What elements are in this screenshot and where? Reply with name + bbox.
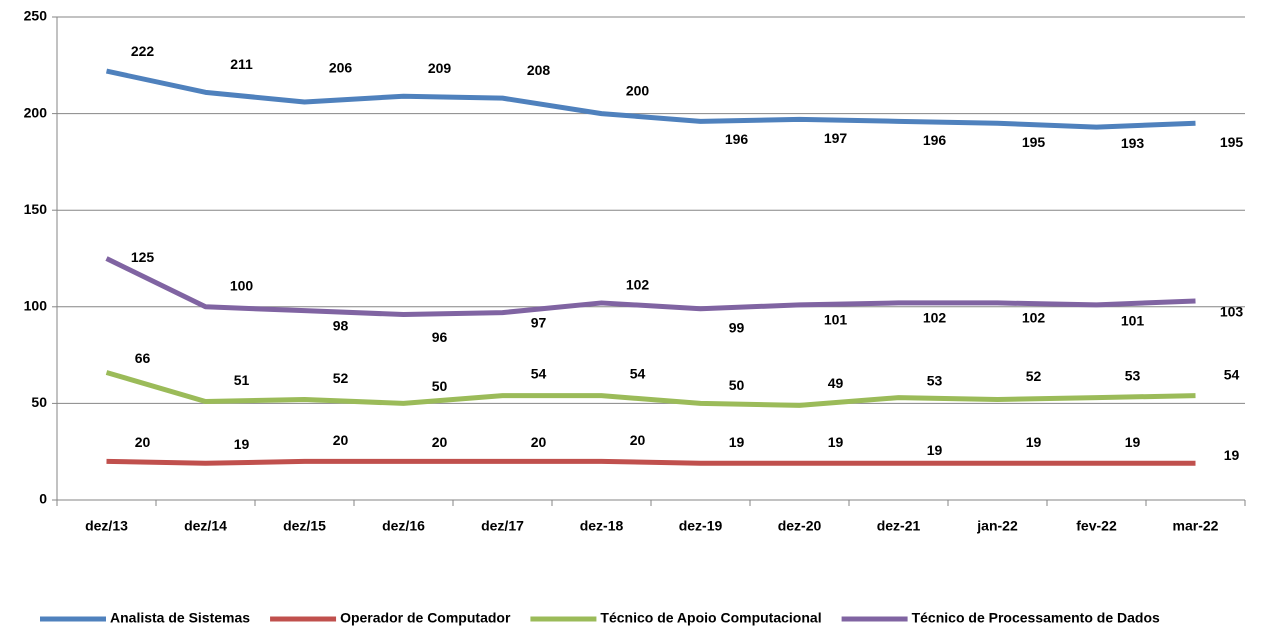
data-label: 196 xyxy=(725,131,749,147)
data-label: 19 xyxy=(1224,447,1240,463)
y-tick-label: 0 xyxy=(39,491,47,507)
data-label: 50 xyxy=(729,377,745,393)
data-label: 102 xyxy=(1022,310,1046,326)
legend-label: Técnico de Apoio Computacional xyxy=(600,610,821,626)
data-label: 19 xyxy=(729,434,745,450)
data-label: 208 xyxy=(527,62,551,78)
data-label: 66 xyxy=(135,350,151,366)
x-tick-label: dez/17 xyxy=(481,518,524,534)
data-label: 50 xyxy=(432,378,448,394)
data-label: 19 xyxy=(234,436,250,452)
data-label: 20 xyxy=(135,434,151,450)
data-label: 102 xyxy=(626,277,650,293)
data-label: 49 xyxy=(828,375,844,391)
y-tick-label: 150 xyxy=(24,201,48,217)
data-label: 222 xyxy=(131,43,155,59)
data-label: 53 xyxy=(927,372,943,388)
data-label: 99 xyxy=(729,319,745,335)
data-label: 196 xyxy=(923,132,947,148)
data-label: 211 xyxy=(230,56,253,72)
data-label: 197 xyxy=(824,130,848,146)
legend-label: Operador de Computador xyxy=(340,610,511,626)
series-line xyxy=(105,370,1196,408)
data-label: 102 xyxy=(923,310,947,326)
series-line xyxy=(105,256,1196,318)
data-label: 54 xyxy=(1224,366,1240,382)
x-tick-label: dez-20 xyxy=(778,518,822,534)
data-label: 96 xyxy=(432,329,448,345)
data-label: 195 xyxy=(1220,134,1244,150)
x-tick-label: dez/13 xyxy=(85,518,128,534)
data-label: 98 xyxy=(333,317,349,333)
y-tick-label: 200 xyxy=(24,104,48,120)
x-tick-label: dez-18 xyxy=(580,518,624,534)
data-label: 101 xyxy=(1121,313,1145,329)
data-label: 19 xyxy=(828,434,844,450)
series-line xyxy=(106,458,1196,466)
y-tick-label: 100 xyxy=(24,298,48,314)
y-tick-label: 250 xyxy=(24,8,48,24)
data-label: 209 xyxy=(428,60,452,76)
data-label: 103 xyxy=(1220,304,1244,320)
data-label: 195 xyxy=(1022,134,1046,150)
x-tick-label: jan-22 xyxy=(976,518,1018,534)
data-label: 54 xyxy=(531,365,547,381)
x-tick-label: dez/16 xyxy=(382,518,425,534)
data-label: 20 xyxy=(432,434,448,450)
data-label: 100 xyxy=(230,278,254,294)
data-label: 206 xyxy=(329,60,353,76)
x-tick-label: dez/14 xyxy=(184,518,227,534)
data-label: 52 xyxy=(333,370,349,386)
legend-label: Analista de Sistemas xyxy=(110,610,250,626)
data-label: 54 xyxy=(630,365,646,381)
data-label: 19 xyxy=(927,442,943,458)
x-tick-label: dez-19 xyxy=(679,518,723,534)
data-label: 52 xyxy=(1026,368,1042,384)
data-label: 101 xyxy=(824,312,848,328)
x-tick-label: mar-22 xyxy=(1173,518,1219,534)
data-label: 20 xyxy=(630,432,646,448)
y-tick-label: 50 xyxy=(31,394,47,410)
data-label: 51 xyxy=(234,372,250,388)
data-label: 20 xyxy=(333,432,349,448)
data-label: 97 xyxy=(531,314,547,330)
data-label: 20 xyxy=(531,434,547,450)
data-label: 125 xyxy=(131,249,155,265)
data-label: 53 xyxy=(1125,367,1141,383)
x-tick-label: fev-22 xyxy=(1076,518,1117,534)
x-tick-label: dez/15 xyxy=(283,518,326,534)
data-label: 200 xyxy=(626,82,650,98)
legend-label: Técnico de Processamento de Dados xyxy=(912,610,1160,626)
series-line xyxy=(105,68,1196,130)
data-label: 193 xyxy=(1121,135,1145,151)
data-label: 19 xyxy=(1125,434,1141,450)
x-tick-label: dez-21 xyxy=(877,518,921,534)
data-label: 19 xyxy=(1026,434,1042,450)
